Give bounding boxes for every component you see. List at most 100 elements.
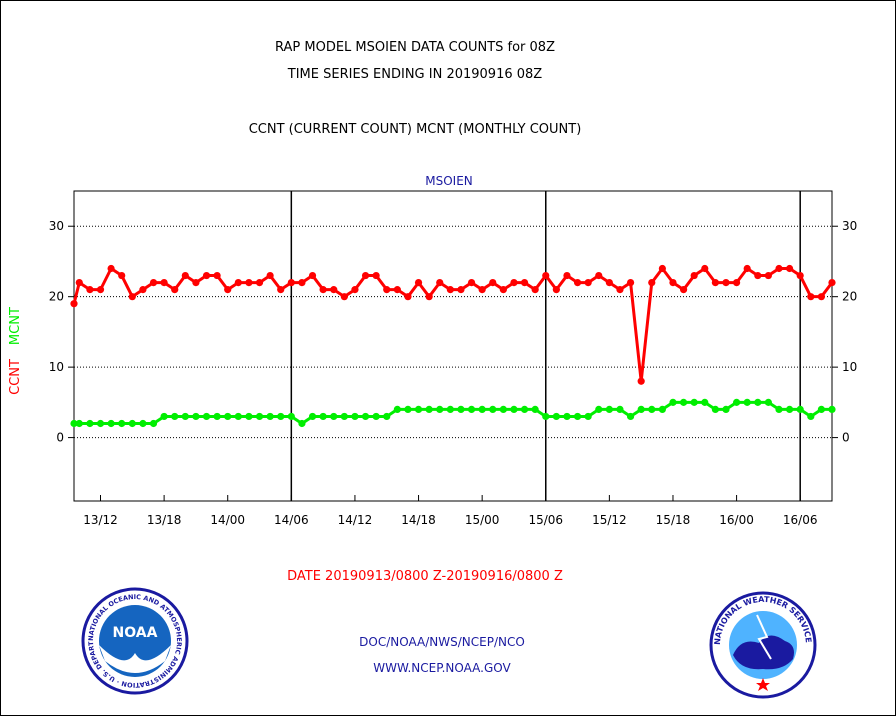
data-point-mcnt bbox=[446, 405, 454, 414]
data-point-mcnt bbox=[626, 412, 635, 421]
data-point-mcnt bbox=[478, 405, 486, 414]
data-point-ccnt bbox=[732, 278, 741, 287]
data-point-mcnt bbox=[785, 405, 794, 414]
data-point-mcnt bbox=[181, 412, 189, 421]
data-point-mcnt bbox=[616, 405, 624, 414]
data-point-mcnt bbox=[701, 398, 709, 406]
data-point-ccnt bbox=[298, 278, 306, 287]
data-point-mcnt bbox=[393, 405, 401, 414]
data-point-ccnt bbox=[722, 278, 730, 287]
y-tick-label-right: 20 bbox=[842, 290, 857, 304]
station-label: MSOIEN bbox=[425, 174, 473, 188]
data-point-mcnt bbox=[722, 405, 730, 414]
data-point-mcnt bbox=[277, 412, 285, 421]
data-point-ccnt bbox=[478, 286, 486, 294]
data-point-mcnt bbox=[817, 405, 825, 414]
data-point-ccnt bbox=[224, 286, 232, 294]
data-point-ccnt bbox=[711, 278, 719, 287]
data-point-mcnt bbox=[330, 412, 338, 421]
data-point-ccnt bbox=[160, 278, 168, 287]
data-point-ccnt bbox=[828, 278, 836, 287]
data-point-mcnt bbox=[308, 412, 317, 421]
data-point-ccnt bbox=[573, 278, 582, 287]
data-point-mcnt bbox=[319, 412, 327, 421]
data-point-mcnt bbox=[807, 412, 815, 421]
y-label-ccnt: CCNT bbox=[8, 359, 23, 395]
data-point-ccnt bbox=[75, 278, 83, 287]
x-tick-label: 15/06 bbox=[528, 513, 563, 527]
date-range-label: DATE 20190913/0800 Z-20190916/0800 Z bbox=[287, 569, 563, 584]
data-point-mcnt bbox=[425, 405, 433, 414]
data-point-ccnt bbox=[616, 286, 624, 294]
data-point-mcnt bbox=[563, 412, 571, 421]
plot-border bbox=[73, 190, 833, 502]
data-point-mcnt bbox=[457, 405, 465, 414]
data-point-mcnt bbox=[679, 398, 688, 406]
title-line-3: CCNT (CURRENT COUNT) MCNT (MONTHLY COUNT… bbox=[249, 122, 582, 137]
data-point-ccnt bbox=[277, 286, 285, 294]
data-point-ccnt bbox=[330, 286, 338, 294]
data-point-mcnt bbox=[573, 412, 582, 421]
data-point-ccnt bbox=[626, 278, 635, 287]
data-point-mcnt bbox=[828, 405, 836, 414]
data-point-mcnt bbox=[96, 419, 105, 428]
data-point-mcnt bbox=[414, 405, 423, 414]
data-point-mcnt bbox=[743, 398, 751, 406]
data-point-mcnt bbox=[224, 412, 232, 421]
data-point-ccnt bbox=[287, 278, 295, 287]
data-point-ccnt bbox=[467, 278, 476, 287]
y-label-mcnt: MCNT bbox=[8, 307, 23, 345]
data-point-ccnt bbox=[796, 271, 804, 280]
data-point-mcnt bbox=[732, 398, 741, 406]
y-tick-label-right: 10 bbox=[842, 360, 857, 374]
title-line-1: RAP MODEL MSOIEN DATA COUNTS for 08Z bbox=[275, 40, 555, 55]
data-point-ccnt bbox=[96, 286, 105, 294]
data-point-ccnt bbox=[785, 264, 794, 273]
data-point-ccnt bbox=[171, 286, 179, 294]
data-point-ccnt bbox=[510, 278, 518, 287]
grid-layer bbox=[74, 191, 832, 501]
data-point-ccnt bbox=[595, 271, 603, 280]
data-point-ccnt bbox=[308, 271, 317, 280]
data-point-mcnt bbox=[711, 405, 719, 414]
data-point-mcnt bbox=[775, 405, 783, 414]
data-point-mcnt bbox=[86, 419, 94, 428]
data-point-ccnt bbox=[807, 293, 815, 301]
data-point-mcnt bbox=[796, 405, 804, 414]
data-point-mcnt bbox=[266, 412, 274, 421]
data-point-ccnt bbox=[436, 278, 444, 287]
x-tick-label: 13/12 bbox=[83, 513, 118, 527]
data-point-ccnt bbox=[425, 293, 433, 301]
title-line-2: TIME SERIES ENDING IN 20190916 08Z bbox=[287, 67, 543, 82]
data-point-mcnt bbox=[372, 412, 380, 421]
x-tick-label: 14/00 bbox=[210, 513, 245, 527]
data-point-ccnt bbox=[775, 264, 783, 273]
data-point-mcnt bbox=[245, 412, 253, 421]
data-point-mcnt bbox=[192, 412, 200, 421]
data-point-ccnt bbox=[149, 278, 158, 287]
data-point-mcnt bbox=[764, 398, 772, 406]
footer-line-2: WWW.NCEP.NOAA.GOV bbox=[373, 661, 511, 675]
data-point-mcnt bbox=[340, 412, 348, 421]
data-point-ccnt bbox=[70, 300, 78, 308]
data-point-ccnt bbox=[393, 286, 401, 294]
data-point-ccnt bbox=[584, 278, 592, 287]
series-line-ccnt bbox=[72, 267, 834, 383]
data-point-ccnt bbox=[255, 278, 264, 287]
data-point-ccnt bbox=[128, 293, 136, 301]
data-point-mcnt bbox=[690, 398, 698, 406]
y-tick-label-left: 0 bbox=[56, 431, 64, 445]
data-point-mcnt bbox=[128, 419, 136, 428]
data-point-mcnt bbox=[70, 419, 78, 428]
y-tick-label-left: 10 bbox=[49, 360, 64, 374]
x-tick-label: 14/06 bbox=[274, 513, 309, 527]
data-point-mcnt bbox=[139, 419, 147, 428]
data-point-ccnt bbox=[669, 278, 677, 287]
data-point-ccnt bbox=[658, 264, 666, 273]
data-point-ccnt bbox=[605, 278, 613, 287]
data-point-mcnt bbox=[531, 405, 539, 414]
data-point-mcnt bbox=[171, 412, 179, 421]
data-point-mcnt bbox=[510, 405, 518, 414]
data-point-ccnt bbox=[743, 264, 751, 273]
